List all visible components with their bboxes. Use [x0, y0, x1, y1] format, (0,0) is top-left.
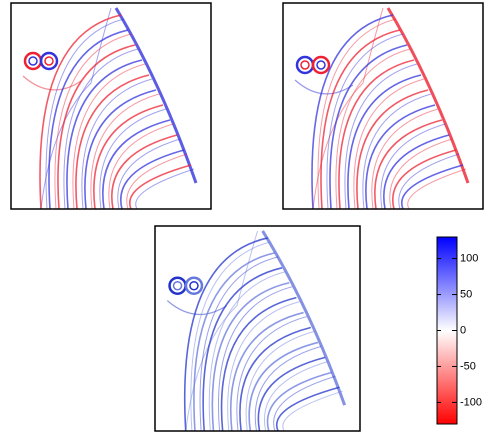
eye	[190, 282, 198, 290]
rib	[408, 169, 466, 209]
rib	[399, 154, 459, 209]
eye	[170, 278, 186, 294]
rib	[185, 238, 268, 431]
eye	[41, 53, 57, 69]
rib	[40, 15, 121, 209]
colorbar-tick-label: 100	[460, 252, 478, 264]
eye	[297, 57, 313, 73]
rib	[283, 391, 343, 431]
spine	[116, 8, 196, 183]
eye	[45, 57, 53, 65]
rib	[321, 30, 400, 209]
colorbar-tick-label: 50	[460, 288, 472, 300]
colorbar-tick-label: -50	[460, 360, 476, 372]
figure: 100 50 0 -50 -100	[0, 0, 493, 435]
rib	[274, 376, 336, 431]
eye	[186, 278, 202, 294]
rib	[277, 387, 340, 431]
eye	[301, 61, 309, 69]
rib	[194, 253, 275, 431]
spine	[388, 8, 468, 183]
rib	[130, 165, 191, 209]
colorbar-tick-label: -100	[460, 396, 482, 408]
rib	[312, 15, 393, 209]
rib	[136, 169, 194, 209]
rib	[49, 30, 128, 209]
panel-image	[167, 231, 344, 431]
eye	[313, 57, 329, 73]
spine	[263, 231, 345, 405]
rib	[127, 154, 187, 209]
rib	[402, 165, 463, 209]
colorbar-tick-label: 0	[460, 324, 466, 336]
panel-image	[295, 8, 468, 209]
eye	[25, 53, 41, 69]
panel-image	[23, 8, 196, 209]
eye	[317, 61, 325, 69]
eye	[29, 57, 37, 65]
eye	[174, 282, 182, 290]
